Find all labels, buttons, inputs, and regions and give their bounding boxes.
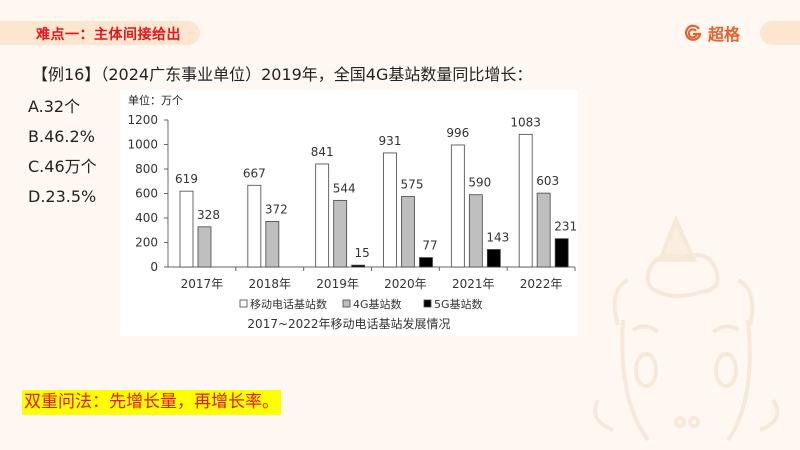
x-category-label: 2021年 — [452, 277, 495, 291]
header-band-right — [760, 21, 800, 45]
bar-value-label: 15 — [355, 246, 370, 260]
bar — [554, 238, 569, 268]
bar-chart: 单位：万个 0 200 400 600 800 1000 1200 619 328 2017年 667… — [120, 90, 578, 336]
bar — [197, 226, 212, 268]
x-category-label: 2018年 — [248, 277, 291, 291]
bar — [419, 257, 433, 268]
bar-value-label: 1083 — [510, 115, 541, 129]
bar — [247, 184, 262, 268]
bar — [518, 133, 533, 268]
question-text: 【例16】（2024广东事业单位）2019年，全国4G基站数量同比增长： — [32, 65, 533, 84]
unit-label: 单位：万个 — [128, 93, 183, 107]
bar — [486, 249, 501, 268]
x-category-label: 2017年 — [181, 277, 224, 291]
legend-label: 5G基站数 — [434, 297, 483, 311]
bar-value-label: 328 — [197, 208, 220, 222]
brand-logo: 超格 — [684, 21, 740, 45]
x-category-label: 2019年 — [316, 277, 359, 291]
bar-value-label: 372 — [265, 202, 288, 216]
option-c[interactable]: C.46万个 — [28, 157, 97, 176]
y-tick-label: 1200 — [127, 113, 158, 127]
method-note: 双重问法：先增长量，再增长率。 — [22, 390, 281, 415]
legend-swatch — [423, 299, 432, 308]
legend-swatch — [342, 299, 351, 308]
bar-value-label: 544 — [333, 181, 356, 195]
y-tick-label: 600 — [135, 187, 158, 201]
y-tick-label: 400 — [135, 211, 158, 225]
y-tick-label: 0 — [150, 260, 158, 274]
legend-label: 移动电话基站数 — [250, 297, 327, 311]
bar — [265, 221, 280, 268]
bar — [536, 192, 551, 268]
bar — [179, 190, 194, 268]
bar-value-label: 841 — [311, 145, 334, 159]
bar — [315, 163, 330, 268]
y-tick-label: 200 — [135, 236, 158, 250]
bar — [401, 196, 415, 268]
bar-value-label: 231 — [554, 220, 577, 234]
legend-swatch — [239, 299, 248, 308]
x-category-label: 2022年 — [520, 277, 563, 291]
bar — [468, 194, 483, 268]
option-a[interactable]: A.32个 — [28, 97, 81, 116]
bar-value-label: 590 — [468, 176, 491, 190]
brand-name: 超格 — [708, 25, 741, 44]
option-d[interactable]: D.23.5% — [28, 187, 97, 206]
chart-canvas: 单位：万个 0 200 400 600 800 1000 1200 619 328 2017年 667… — [127, 93, 577, 331]
option-b[interactable]: B.46.2% — [28, 127, 95, 146]
header-band-left — [0, 21, 200, 45]
chart-title: 2017~2022年移动电话基站发展情况 — [247, 316, 450, 331]
section-title: 难点一：主体间接给出 — [36, 27, 181, 43]
bar — [351, 264, 366, 268]
legend-label: 4G基站数 — [353, 297, 402, 311]
x-category-label: 2020年 — [384, 277, 427, 291]
bar-value-label: 143 — [486, 230, 509, 244]
bar-value-label: 931 — [379, 134, 402, 148]
bar-value-label: 667 — [243, 166, 266, 180]
y-tick-label: 800 — [135, 162, 158, 176]
bar — [383, 152, 397, 268]
bar — [333, 199, 348, 268]
bar-value-label: 77 — [422, 239, 437, 253]
y-tick-label: 1000 — [127, 138, 158, 152]
unicorn-mascot-icon — [593, 214, 780, 442]
bar-value-label: 996 — [446, 126, 469, 140]
options-list: A.32个 B.46.2% C.46万个 D.23.5% — [28, 92, 97, 212]
bar — [450, 144, 465, 268]
g-logo-icon — [684, 24, 702, 42]
bar-value-label: 619 — [175, 172, 198, 186]
bar-value-label: 603 — [536, 174, 559, 188]
bar-value-label: 575 — [401, 178, 424, 192]
